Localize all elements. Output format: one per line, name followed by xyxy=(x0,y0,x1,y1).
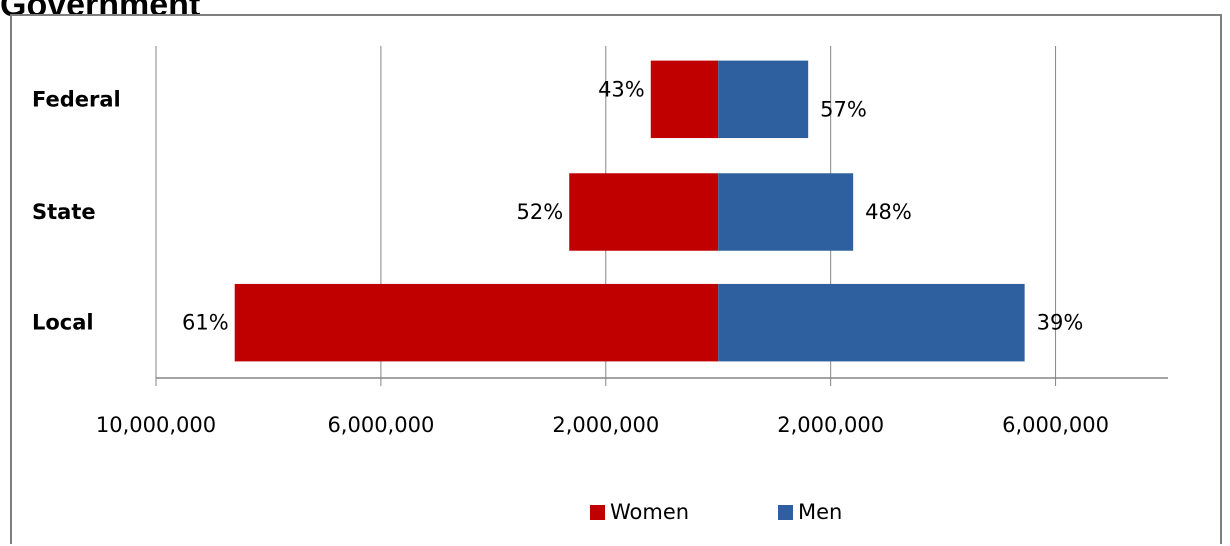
legend-label-women: Women xyxy=(610,500,689,524)
bar-women xyxy=(569,173,719,251)
x-tick-label: 2,000,000 xyxy=(552,413,659,437)
bar-women xyxy=(650,60,719,139)
legend-label-men: Men xyxy=(798,500,842,524)
data-label-men: 39% xyxy=(1037,311,1084,335)
bar-men xyxy=(718,173,854,251)
legend-swatch-women xyxy=(590,505,605,520)
category-label: Local xyxy=(32,311,94,335)
x-tick-label: 2,000,000 xyxy=(777,413,884,437)
diverging-bar-chart: 10,000,000 6,000,000 2,000,000 2,000,000 6,0… xyxy=(32,46,1168,524)
bar-men xyxy=(718,60,809,139)
data-label-women: 61% xyxy=(182,311,229,335)
data-label-men: 57% xyxy=(820,97,867,121)
bar-men xyxy=(718,283,1025,362)
legend-swatch-men xyxy=(778,505,793,520)
bar-women xyxy=(234,283,719,362)
chart-frame: 10,000,000 6,000,000 2,000,000 2,000,000 6,0… xyxy=(10,14,1222,544)
x-tick-label: 6,000,000 xyxy=(327,413,434,437)
x-tick-label: 6,000,000 xyxy=(1002,413,1109,437)
x-tick-label: 10,000,000 xyxy=(96,413,216,437)
category-label: State xyxy=(32,200,96,224)
category-label: Federal xyxy=(32,87,121,111)
data-label-women: 43% xyxy=(598,77,645,101)
data-label-men: 48% xyxy=(865,200,912,224)
data-label-women: 52% xyxy=(517,200,564,224)
